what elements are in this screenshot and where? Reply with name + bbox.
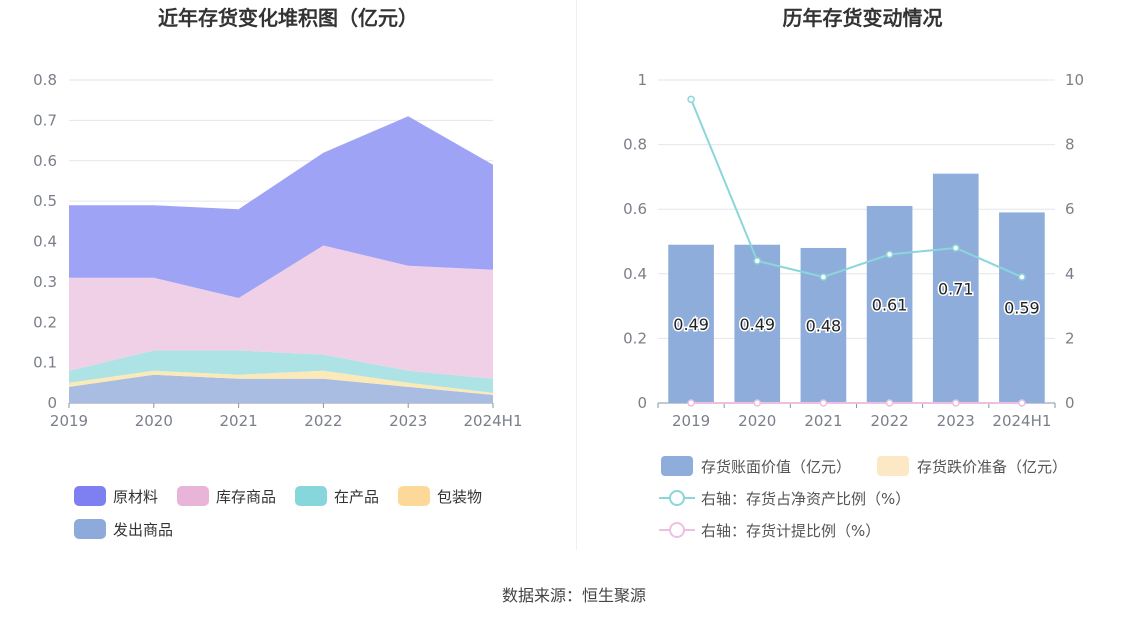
legend-swatch [877,456,909,476]
stacked-area-chart-panel: 近年存货变化堆积图（亿元） 0 0.1 0.2 0.3 0.4 0.5 0.6 0.7 0.8 2… [0,0,576,550]
y-tick-label: 0.4 [623,265,647,283]
area-series-0 [69,374,493,403]
y-tick-label: 0.2 [623,329,647,347]
x-tick-label: 2021 [804,412,842,430]
legend-item: 存货账面价值（亿元） [661,456,851,476]
chart-title: 历年存货变动情况 [782,6,943,30]
line-point [687,399,695,407]
legend-label: 存货跌价准备（亿元） [917,458,1067,476]
bar [999,212,1045,403]
legend-item: 右轴：存货占净资产比例（%） [659,490,910,508]
bar [668,244,714,403]
y-tick-label: 0.6 [33,152,57,170]
legend-swatch [74,519,106,539]
x-tick-label: 2020 [738,412,776,430]
legend-item: 原材料 [74,486,158,506]
y2-tick-label: 10 [1065,71,1084,89]
line-point [753,399,761,407]
line-point [819,273,828,281]
data-source: 数据来源：恒生聚源 [501,586,646,605]
line-point [1018,399,1026,407]
legend-swatch [661,456,693,476]
legend-item: 库存商品 [177,486,276,506]
line-point [687,95,695,104]
legend-item: 存货跌价准备（亿元） [877,456,1067,476]
legend-swatch-marker [669,522,685,538]
y-tick-label: 0.8 [623,136,647,154]
legend-item: 包装物 [398,486,482,506]
legend-label: 库存商品 [216,488,276,506]
y2-tick-label: 6 [1065,200,1075,218]
line-point [885,399,894,407]
legend-label: 发出商品 [113,521,173,539]
bar [932,173,979,403]
y-tick-label: 0.5 [33,192,57,210]
y2-tick-label: 4 [1065,265,1075,283]
legend-label: 原材料 [113,488,158,506]
legend-swatch [295,486,327,506]
x-tick-label: 2022 [304,412,342,430]
y2-tick-label: 0 [1065,394,1075,412]
x-tick-label: 2021 [220,412,258,430]
legend-label: 右轴：存货占净资产比例（%） [701,490,910,508]
stacked-area-chart: 0 0.1 0.2 0.3 0.4 0.5 0.6 0.7 0.8 2019 2020 2021 202… [33,71,523,539]
legend-swatch [74,486,106,506]
legend-item: 发出商品 [74,519,173,539]
y-tick-label: 0.2 [33,313,57,331]
bar [866,205,913,403]
legend-label: 在产品 [334,488,379,506]
panel-divider [576,0,577,550]
y2-tick-label: 8 [1065,136,1075,154]
bar-data-label: 0.49 [673,315,709,334]
legend-swatch [398,486,430,506]
chart-title: 近年存货变化堆积图（亿元） [158,6,418,30]
bar-line-chart-panel: 历年存货变动情况 0 0.2 0.4 0.6 0.8 1 0 2 4 6 8 10 2019 2020 20… [577,0,1148,550]
x-tick-label: 2019 [50,412,88,430]
area-series-4 [69,116,493,298]
bar-data-label: 0.48 [806,316,842,335]
x-tick-label: 2024H1 [464,412,523,430]
bar-data-label: 0.71 [938,279,974,298]
y-tick-label: 0.8 [33,71,57,89]
area-series-2 [69,350,493,393]
x-tick-label: 2019 [672,412,710,430]
bar-data-label: 0.49 [739,315,775,334]
y-tick-label: 0.4 [33,233,57,251]
x-tick-label: 2020 [135,412,173,430]
legend-label: 存货账面价值（亿元） [701,458,851,476]
x-tick-label: 2023 [937,412,975,430]
bar-data-label: 0.59 [1004,299,1040,318]
y-tick-label: 0 [47,394,57,412]
y-tick-label: 0 [637,394,647,412]
y-tick-label: 1 [637,71,647,89]
y-tick-label: 0.7 [33,111,57,129]
line-point [885,250,894,259]
y-tick-label: 0.6 [623,200,647,218]
line-point [952,244,960,252]
y-tick-label: 0.3 [33,273,57,291]
legend-label: 右轴：存货计提比例（%） [701,522,880,540]
x-tick-label: 2023 [389,412,427,430]
line-series-2 [690,99,1023,279]
y2-tick-label: 2 [1065,329,1075,347]
line-point [819,399,828,407]
x-tick-label: 2022 [870,412,908,430]
legend-swatch-marker [669,490,685,506]
legend-item: 在产品 [295,486,379,506]
bar [734,244,781,403]
bar-data-label: 0.61 [872,295,908,314]
line-point [1018,273,1026,281]
line-point [753,257,761,265]
legend-label: 包装物 [437,488,482,506]
area-series-3 [69,245,493,379]
legend-item: 右轴：存货计提比例（%） [659,522,880,540]
x-tick-label: 2024H1 [992,412,1051,430]
line-point [952,399,960,407]
legend-swatch [177,486,209,506]
y-tick-label: 0.1 [33,354,57,372]
